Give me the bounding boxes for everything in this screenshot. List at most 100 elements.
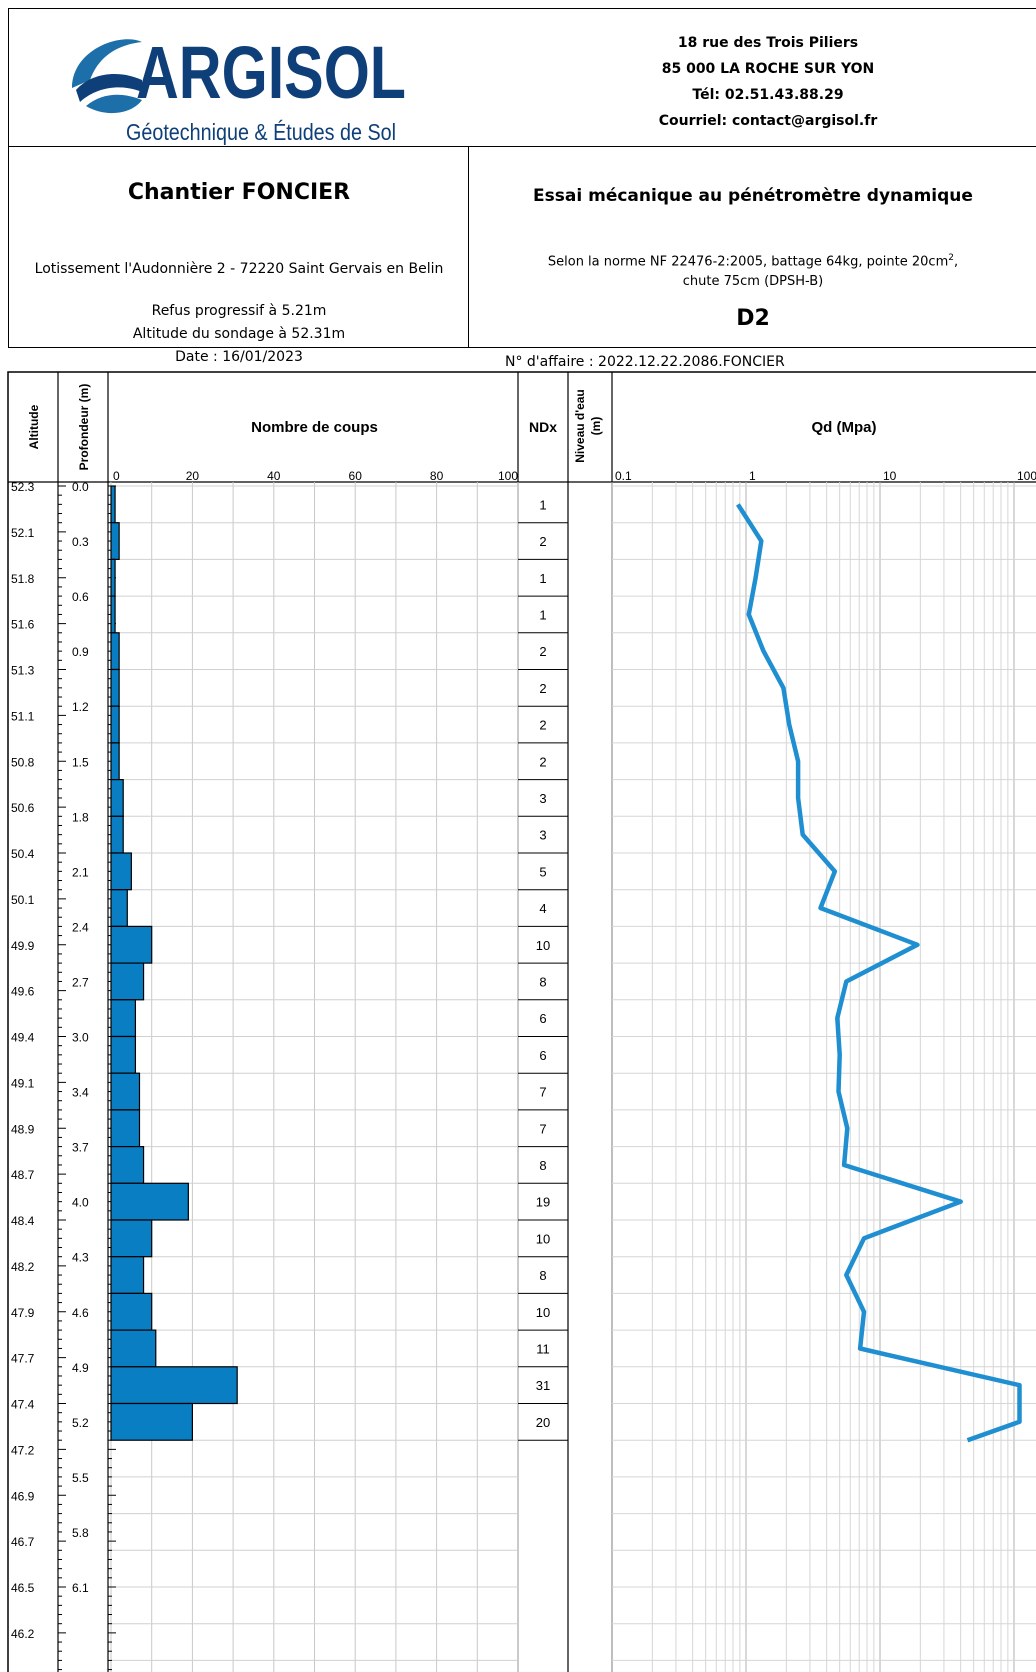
blows-tick-label: 0: [113, 469, 120, 483]
altitude-tick-label: 52.1: [11, 526, 35, 540]
altitude-tick-label: 48.9: [11, 1122, 35, 1136]
altitude-tick-label: 46.7: [11, 1535, 35, 1549]
blow-count-bar: [110, 852, 132, 891]
blow-count-bar: [110, 558, 116, 597]
water-header-unit: (m): [589, 417, 603, 436]
blow-count-bar: [110, 815, 124, 854]
altitude-tick-label: 48.2: [11, 1260, 35, 1274]
altitude-tick-label: 47.7: [11, 1352, 35, 1366]
altitude-tick-label: 49.1: [11, 1076, 35, 1090]
depth-tick-label: 1.5: [72, 755, 89, 769]
depth-tick-label: 0.3: [72, 535, 89, 549]
qd-tick-label: 100: [1017, 469, 1036, 483]
blow-count-bar: [110, 1109, 141, 1148]
logo-emblem-icon: [72, 39, 142, 114]
ndx-header: NDx: [529, 419, 557, 435]
depth-tick-label: 5.8: [72, 1526, 89, 1540]
altitude-tick-label: 49.6: [11, 985, 35, 999]
ndx-value: 5: [539, 864, 546, 879]
ndx-value: 10: [536, 938, 550, 953]
test-box: [468, 146, 1036, 348]
ndx-value: 7: [539, 1085, 546, 1100]
altitude-tick-label: 47.9: [11, 1306, 35, 1320]
depth-tick-label: 1.2: [72, 700, 89, 714]
altitude-tick-label: 47.2: [11, 1443, 35, 1457]
ndx-value: 1: [539, 571, 546, 586]
blows-tick-label: 20: [186, 469, 200, 483]
depth-tick-label: 3.0: [72, 1031, 89, 1045]
ndx-value: 2: [539, 718, 546, 733]
depth-tick-label: 2.1: [72, 865, 89, 879]
ndx-value: 8: [539, 1268, 546, 1283]
depth-tick-label: 6.1: [72, 1581, 89, 1595]
ndx-value: 10: [536, 1231, 550, 1246]
blow-count-bar: [110, 1256, 145, 1294]
depth-tick-label: 5.5: [72, 1471, 89, 1485]
logo-box: [8, 8, 1036, 148]
altitude-tick-label: 50.4: [11, 847, 35, 861]
depth-tick-label: 4.0: [72, 1196, 89, 1210]
ndx-value: 1: [539, 607, 546, 622]
argisol-logo: ARGISOL Géotechnique & Études de Sol: [72, 31, 406, 145]
altitude-tick-label: 49.4: [11, 1031, 35, 1045]
depth-tick-label: 4.3: [72, 1251, 89, 1265]
ndx-value: 2: [539, 754, 546, 769]
qd-tick-label: 1: [749, 469, 756, 483]
test-title: Essai mécanique au pénétromètre dynamiqu…: [533, 186, 973, 206]
address-line: 18 rue des Trois Piliers: [677, 35, 859, 51]
blow-count-bar: [110, 1292, 153, 1331]
depth-tick-label: 0.6: [72, 590, 89, 604]
blow-count-bar: [110, 999, 137, 1038]
blow-count-bar: [110, 705, 120, 744]
test-date: Date : 16/01/2023: [175, 349, 303, 365]
ndx-value: 4: [539, 901, 546, 916]
altitude-tick-label: 51.8: [11, 572, 35, 586]
altitude-tick-label: 51.6: [11, 618, 35, 632]
blows-tick-label: 60: [349, 469, 363, 483]
logo-name: ARGISOL: [136, 31, 406, 114]
altitude-tick-label: 47.4: [11, 1398, 35, 1412]
test-norm: Selon la norme NF 22476-2:2005, battage …: [470, 248, 1036, 292]
blow-count-bar: [110, 1035, 137, 1074]
ndx-value: 1: [539, 497, 546, 512]
qd-tick-label: 0.1: [615, 469, 632, 483]
blow-count-bar: [110, 522, 120, 561]
norm-text-end: ,: [953, 254, 959, 270]
ndx-value: 2: [539, 644, 546, 659]
depth-tick-label: 2.7: [72, 975, 89, 989]
altitude-tick-label: 46.5: [11, 1581, 35, 1595]
qd-header: Qd (Mpa): [812, 419, 877, 436]
refusal-depth: Refus progressif à 5.21m: [151, 303, 327, 319]
log-frame: [7, 371, 1036, 1672]
altitude-tick-label: 48.7: [11, 1168, 35, 1182]
altitude-tick-label: 52.3: [11, 480, 35, 494]
blow-count-bar: [110, 1145, 145, 1184]
norm-text-2: chute 75cm (DPSH-B): [682, 274, 824, 290]
blow-count-bar: [110, 485, 116, 524]
site-box: [8, 146, 470, 348]
blow-count-bar: [110, 889, 128, 928]
site-location: Lotissement l'Audonnière 2 - 72220 Saint…: [34, 261, 444, 277]
address-line: Courriel: contact@argisol.fr: [658, 113, 878, 129]
depth-tick-label: 1.8: [72, 810, 89, 824]
blows-header: Nombre de coups: [251, 419, 378, 436]
norm-sup: 2: [948, 253, 954, 263]
sounding-altitude: Altitude du sondage à 52.31m: [132, 326, 346, 342]
blows-tick-label: 40: [267, 469, 281, 483]
ndx-value: 2: [539, 534, 546, 549]
depth-tick-label: 0.9: [72, 645, 89, 659]
depth-tick-label: 5.2: [72, 1416, 89, 1430]
altitude-header: Altitude: [27, 404, 41, 449]
blows-tick-label: 100: [498, 469, 518, 483]
altitude-tick-label: 49.9: [11, 939, 35, 953]
ndx-value: 3: [539, 828, 546, 843]
ndx-value: 19: [536, 1195, 550, 1210]
depth-tick-label: 4.6: [72, 1306, 89, 1320]
blow-count-bar: [110, 742, 120, 781]
blow-count-bar: [110, 1182, 189, 1221]
altitude-tick-label: 46.9: [11, 1489, 35, 1503]
altitude-tick-label: 50.6: [11, 801, 35, 815]
blow-count-bar: [110, 595, 116, 634]
ndx-value: 31: [536, 1378, 550, 1393]
ndx-value: 8: [539, 974, 546, 989]
